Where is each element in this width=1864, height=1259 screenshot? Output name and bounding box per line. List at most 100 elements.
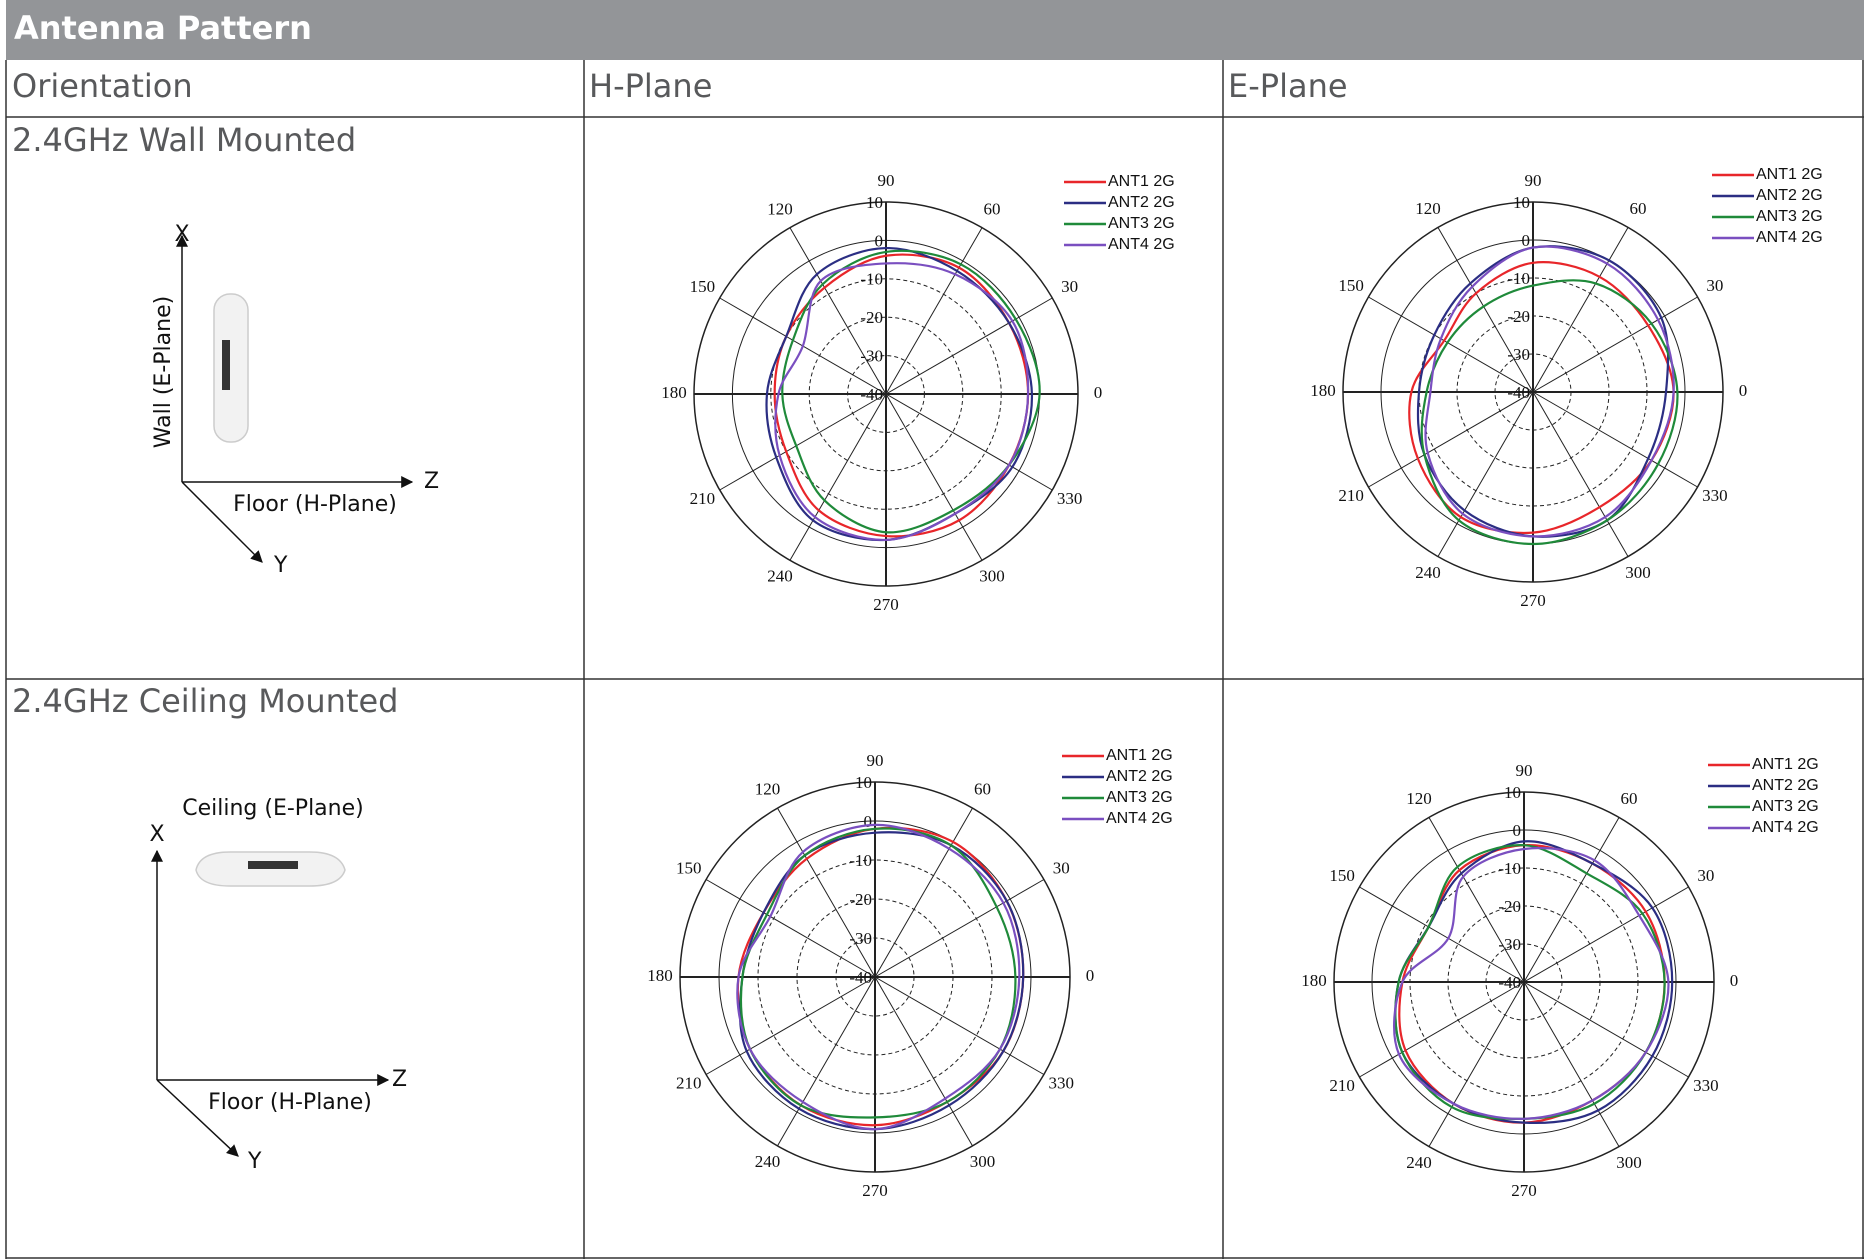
row-label: 2.4GHz Ceiling Mounted	[12, 682, 398, 720]
spoke	[874, 976, 973, 1147]
angle-label: 300	[1625, 563, 1651, 582]
plane-label: Ceiling (E-Plane)	[182, 796, 363, 821]
angle-label: 180	[647, 966, 673, 985]
radial-tick-label: -20	[1498, 897, 1521, 916]
angle-label: 120	[767, 199, 793, 218]
angle-label: 300	[1616, 1153, 1642, 1172]
spoke	[705, 976, 876, 1075]
legend-label: ANT3 2G	[1106, 789, 1173, 806]
radial-tick-label: 10	[855, 773, 872, 792]
orientation-diagram	[151, 849, 390, 1157]
axis-label: Y	[247, 1149, 262, 1174]
radial-tick-label: -10	[860, 270, 883, 289]
angle-label: 90	[1516, 761, 1533, 780]
spoke	[1428, 981, 1525, 1147]
angle-label: 90	[878, 171, 895, 190]
angle-label: 180	[1310, 381, 1336, 400]
spoke	[1523, 886, 1689, 983]
legend-label: ANT2 2G	[1752, 777, 1819, 794]
angle-label: 30	[1061, 277, 1078, 296]
pattern-curve	[736, 823, 1021, 1131]
polar-chart: 0 30 60 90 120 150 180 210 240 270 300 330 -40 -30 -20…	[647, 747, 1172, 1200]
spoke	[1532, 227, 1629, 393]
spoke	[777, 807, 876, 978]
radial-tick-label: 0	[864, 812, 873, 831]
angle-label: 150	[1329, 866, 1355, 885]
legend-label: ANT1 2G	[1108, 173, 1175, 190]
radial-tick-label: -40	[849, 968, 872, 987]
angle-label: 120	[1406, 789, 1432, 808]
angle-label: 0	[1730, 971, 1739, 990]
spoke	[885, 297, 1053, 395]
radial-tick-label: -10	[849, 851, 872, 870]
polar-chart: 0 30 60 90 120 150 180 210 240 270 300 330 -40 -30 -20…	[1301, 756, 1818, 1200]
angle-label: 270	[873, 595, 899, 614]
angle-label: 90	[1525, 171, 1542, 190]
angle-label: 0	[1739, 381, 1748, 400]
angle-label: 240	[767, 567, 793, 586]
angle-label: 90	[867, 751, 884, 770]
legend-label: ANT4 2G	[1108, 236, 1175, 253]
pattern-curve	[1393, 846, 1670, 1120]
radial-tick-label: -30	[860, 347, 883, 366]
spoke	[789, 393, 887, 561]
spoke	[885, 393, 1053, 491]
legend-label: ANT3 2G	[1756, 208, 1823, 225]
orientation-diagram	[176, 234, 414, 563]
angle-label: 270	[1511, 1181, 1537, 1200]
angle-label: 60	[1630, 199, 1647, 218]
radial-tick-label: 0	[1522, 231, 1531, 250]
angle-label: 0	[1094, 383, 1103, 402]
column-header: E-Plane	[1228, 67, 1348, 105]
spoke	[1523, 981, 1620, 1147]
radial-tick-label: -20	[1507, 307, 1530, 326]
legend-label: ANT4 2G	[1756, 229, 1823, 246]
legend-label: ANT1 2G	[1106, 747, 1173, 764]
plane-label: Floor (H-Plane)	[233, 492, 397, 517]
angle-label: 300	[970, 1152, 996, 1171]
spoke	[777, 976, 876, 1147]
radial-tick-label: 10	[1504, 783, 1521, 802]
angle-label: 60	[1621, 789, 1638, 808]
radial-tick-label: -40	[860, 385, 883, 404]
spoke	[1523, 817, 1620, 983]
angle-label: 240	[1406, 1153, 1432, 1172]
angle-label: 30	[1706, 276, 1723, 295]
legend-label: ANT2 2G	[1756, 187, 1823, 204]
spoke	[1428, 817, 1525, 983]
legend-label: ANT2 2G	[1108, 194, 1175, 211]
angle-label: 210	[1329, 1076, 1355, 1095]
spoke	[1359, 981, 1525, 1078]
angle-label: 210	[690, 489, 716, 508]
angle-label: 30	[1697, 866, 1714, 885]
spoke	[1532, 391, 1698, 488]
radial-tick-label: -30	[1507, 345, 1530, 364]
angle-label: 330	[1693, 1076, 1719, 1095]
angle-label: 180	[1301, 971, 1327, 990]
axis-label: Z	[424, 469, 439, 494]
angle-label: 150	[676, 858, 702, 877]
legend-label: ANT4 2G	[1106, 810, 1173, 827]
angle-label: 300	[979, 567, 1005, 586]
plane-label: Wall (E-Plane)	[151, 296, 176, 448]
plane-label: Floor (H-Plane)	[208, 1090, 372, 1115]
angle-label: 330	[1048, 1073, 1074, 1092]
angle-label: 150	[1338, 276, 1364, 295]
angle-label: 60	[974, 780, 991, 799]
radial-tick-label: -10	[1498, 859, 1521, 878]
angle-label: 210	[676, 1073, 702, 1092]
angle-label: 270	[862, 1181, 888, 1200]
pattern-curve	[1408, 261, 1675, 535]
spoke	[1437, 391, 1534, 557]
spoke	[1368, 391, 1534, 488]
column-header: H-Plane	[589, 67, 712, 105]
angle-label: 330	[1057, 489, 1083, 508]
pattern-curve	[1424, 245, 1675, 538]
spoke	[1532, 391, 1629, 557]
radial-tick-label: -30	[1498, 935, 1521, 954]
pattern-curve	[1420, 279, 1679, 546]
legend-label: ANT3 2G	[1752, 798, 1819, 815]
radial-tick-label: -10	[1507, 269, 1530, 288]
spoke	[885, 393, 983, 561]
